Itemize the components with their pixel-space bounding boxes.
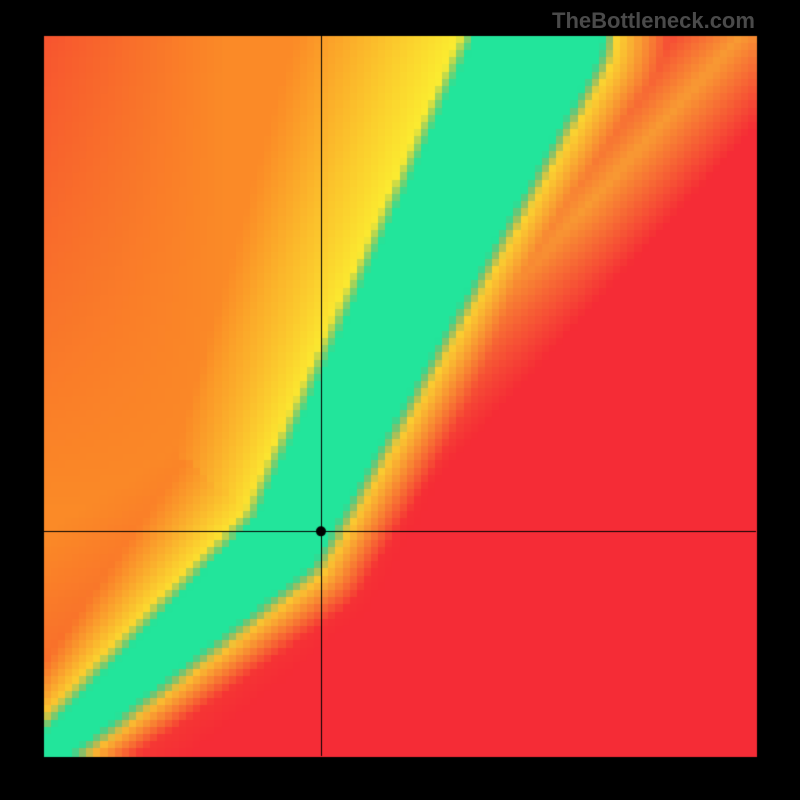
figure-container: TheBottleneck.com	[0, 0, 800, 800]
watermark-text: TheBottleneck.com	[552, 8, 755, 34]
heatmap-canvas	[0, 0, 800, 800]
